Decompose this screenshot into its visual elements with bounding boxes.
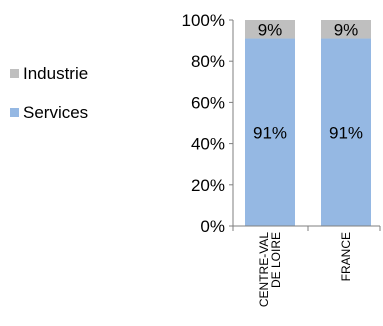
data-label-industrie-2: 9% bbox=[334, 20, 359, 39]
bar-services-1 bbox=[245, 38, 295, 226]
data-label-services-1: 91% bbox=[253, 123, 287, 142]
y-tick-label-60: 60% bbox=[191, 93, 225, 112]
bar-services-2 bbox=[321, 38, 371, 226]
y-tick-label-100: 100% bbox=[182, 11, 225, 30]
legend-label-industrie: Industrie bbox=[23, 64, 89, 83]
y-tick-label-0: 0% bbox=[200, 217, 225, 236]
y-tick-label-20: 20% bbox=[191, 176, 225, 195]
legend-label-services: Services bbox=[23, 103, 89, 122]
legend-item-services: Services bbox=[10, 103, 88, 123]
data-label-industrie-1: 9% bbox=[258, 20, 283, 39]
y-tick-label-40: 40% bbox=[191, 135, 225, 154]
bar-industrie-2 bbox=[321, 20, 371, 39]
data-label-services-2: 91% bbox=[329, 123, 363, 142]
x-category-label-2: FRANCE bbox=[339, 232, 353, 281]
bar-industrie-1 bbox=[245, 20, 295, 39]
legend-item-industrie: Industrie bbox=[10, 64, 88, 84]
x-category-label-1: CENTRE-VALDE LOIRE bbox=[257, 232, 283, 307]
legend-swatch-services bbox=[10, 108, 19, 117]
y-tick-label-80: 80% bbox=[191, 52, 225, 71]
legend-swatch-industrie bbox=[10, 69, 19, 78]
